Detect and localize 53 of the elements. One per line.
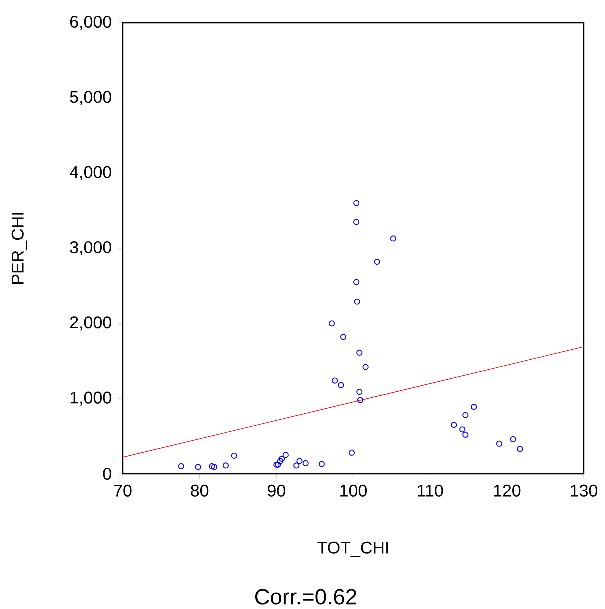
- point: [328, 320, 336, 327]
- point: [462, 432, 469, 438]
- y-tick-label: 1,000: [70, 392, 112, 406]
- point: [277, 458, 284, 464]
- point: [211, 464, 218, 470]
- y-tick-label: 2,000: [70, 316, 112, 331]
- point: [278, 456, 286, 462]
- point: [462, 412, 469, 418]
- x-tick-label: 110: [418, 484, 444, 497]
- x-tick-label: 120: [494, 484, 521, 497]
- point: [354, 298, 360, 305]
- y-tick-label: 5,000: [70, 91, 112, 106]
- point: [296, 458, 303, 464]
- point: [282, 452, 289, 458]
- point: [354, 219, 360, 226]
- point: [354, 200, 360, 206]
- point: [356, 389, 363, 396]
- point: [348, 450, 356, 456]
- x-axis-title: TOT_CHI: [318, 542, 388, 558]
- point: [178, 463, 184, 470]
- point: [517, 446, 524, 452]
- point: [374, 258, 380, 266]
- x-tick-label: 80: [191, 484, 209, 497]
- text: Corr.=0.62: [255, 589, 357, 605]
- point: [496, 440, 503, 447]
- point: [356, 350, 363, 356]
- point: [471, 404, 478, 410]
- point: [390, 236, 397, 242]
- point: [362, 364, 369, 370]
- point: [302, 460, 309, 467]
- point: [318, 461, 326, 468]
- x-tick-label: 90: [268, 484, 286, 497]
- point: [294, 462, 300, 469]
- point: [222, 462, 230, 469]
- y-tick-label: 4,000: [70, 166, 112, 180]
- point: [357, 397, 364, 404]
- point: [354, 279, 360, 286]
- point: [338, 382, 344, 388]
- point: [332, 378, 338, 384]
- point: [460, 426, 466, 433]
- point: [510, 436, 516, 442]
- point: [231, 452, 238, 460]
- point: [209, 463, 216, 470]
- point: [195, 464, 202, 470]
- point: [451, 422, 458, 428]
- x-tick-label: 70: [114, 484, 132, 497]
- x-tick-label: 100: [340, 484, 368, 497]
- x-tick-label: 130: [571, 484, 598, 497]
- y-axis-title: PER_CHI: [12, 213, 28, 284]
- y-tick-label: 6,000: [70, 16, 112, 30]
- point: [340, 334, 347, 340]
- y-tick-label: 3,000: [70, 241, 112, 256]
- y-tick-label: 0: [103, 468, 112, 480]
